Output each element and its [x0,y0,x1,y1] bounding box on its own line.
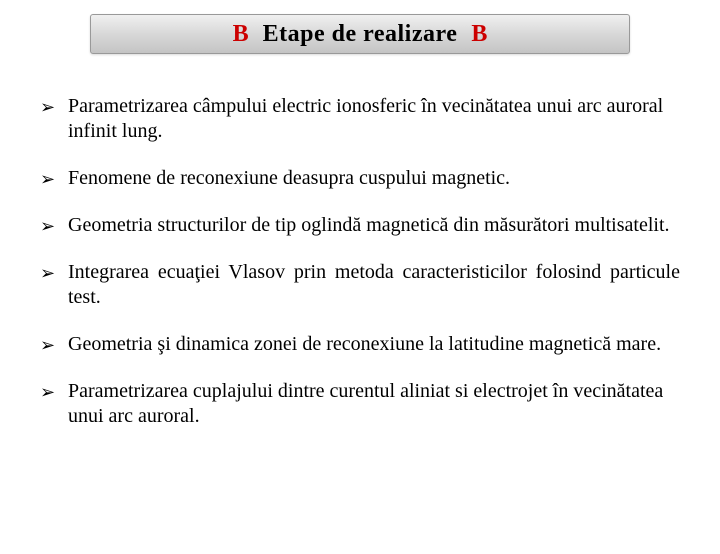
bullet-icon: ➢ [40,94,68,119]
bullet-icon: ➢ [40,379,68,404]
title-bar: B Etape de realizare B [90,14,630,54]
list-item: ➢ Geometria structurilor de tip oglindă … [40,213,680,238]
title-left-mark: B [223,21,259,48]
bullet-icon: ➢ [40,213,68,238]
list-item-text: Geometria şi dinamica zonei de reconexiu… [68,332,680,357]
title-text: Etape de realizare [259,21,462,48]
list-item-text: Fenomene de reconexiune deasupra cuspulu… [68,166,680,191]
bullet-icon: ➢ [40,166,68,191]
list-item: ➢ Geometria şi dinamica zonei de reconex… [40,332,680,357]
list-item: ➢ Integrarea ecuaţiei Vlasov prin metoda… [40,260,680,310]
bullet-icon: ➢ [40,332,68,357]
list-item-text: Geometria structurilor de tip oglindă ma… [68,213,680,238]
bullet-icon: ➢ [40,260,68,285]
list-item: ➢ Fenomene de reconexiune deasupra cuspu… [40,166,680,191]
list-item-text: Parametrizarea câmpului electric ionosfe… [68,94,680,144]
title-right-mark: B [461,21,497,48]
list-item-text: Integrarea ecuaţiei Vlasov prin metoda c… [68,260,680,310]
bullet-list: ➢ Parametrizarea câmpului electric ionos… [40,94,680,429]
list-item: ➢ Parametrizarea cuplajului dintre curen… [40,379,680,429]
list-item-text: Parametrizarea cuplajului dintre curentu… [68,379,680,429]
list-item: ➢ Parametrizarea câmpului electric ionos… [40,94,680,144]
